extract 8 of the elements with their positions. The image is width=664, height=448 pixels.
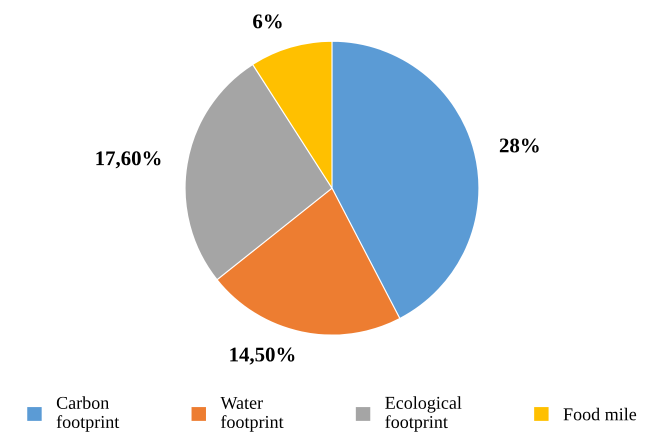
legend-label: Food mile — [564, 408, 636, 420]
legend-label: Carbon footprint — [56, 396, 120, 432]
data-label: 6% — [253, 14, 282, 28]
legend-label: Water footprint — [220, 396, 284, 432]
data-label: 14,50% — [230, 347, 294, 365]
data-label: 17,60% — [96, 151, 160, 168]
data-label: 28% — [500, 138, 539, 153]
legend-label: Ecological footprint — [385, 396, 462, 432]
